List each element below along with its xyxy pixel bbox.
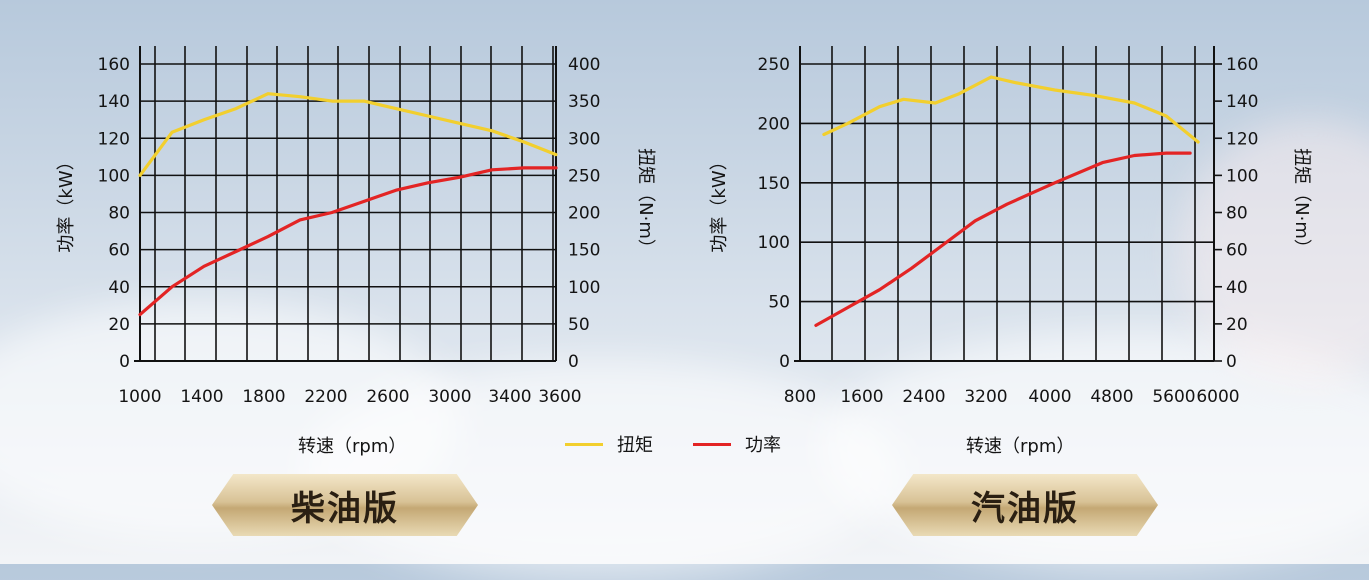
- y-right-tick-label: 100: [1226, 166, 1258, 186]
- torque-series-line: [822, 75, 1200, 144]
- y-left-tick-label: 20: [108, 315, 130, 335]
- x-tick-label: 6000: [1196, 387, 1239, 407]
- y-right-tick-label: 60: [1226, 241, 1248, 261]
- x-tick-label: 4000: [1028, 387, 1071, 407]
- y-right-tick-label: 160: [1226, 55, 1258, 75]
- y-left-tick-label: 120: [98, 129, 130, 149]
- y-right-axis-title: 扭矩（N·m）: [635, 148, 656, 257]
- y-right-tick-label: 400: [568, 55, 600, 75]
- x-tick-label: 4800: [1090, 387, 1133, 407]
- y-right-tick-label: 0: [1226, 352, 1237, 372]
- legend-label-torque: 扭矩: [617, 435, 653, 456]
- charts-canvas: 0204060801001201401600501001502002503003…: [56, 46, 1312, 407]
- petrol-chart: 0 50 100 150 200 250 0 20 40 60 80 100 120 140 160 800 1…: [709, 46, 1312, 407]
- y-right-tick-label: 200: [568, 204, 600, 224]
- legend-swatch-power: [693, 442, 731, 446]
- y-right-tick-label: 120: [1226, 129, 1258, 149]
- legend-item-torque: 扭矩: [565, 431, 653, 457]
- x-tick-label: 1400: [180, 387, 223, 407]
- x-tick-label: 1800: [242, 387, 285, 407]
- y-left-tick-label: 0: [119, 352, 130, 372]
- power-series-line: [138, 166, 558, 317]
- y-right-axis-title: 扭矩（N·m）: [1291, 148, 1312, 257]
- y-right-tick-label: 80: [1226, 204, 1248, 224]
- x-tick-label: 5600: [1152, 387, 1195, 407]
- y-left-tick-label: 200: [758, 114, 790, 134]
- legend-item-power: 功率: [693, 431, 781, 457]
- y-left-tick-label: 50: [768, 293, 790, 313]
- legend-swatch-torque: [565, 442, 603, 446]
- y-left-tick-label: 250: [758, 55, 790, 75]
- x-tick-label: 2600: [366, 387, 409, 407]
- y-left-tick-label: 40: [108, 278, 130, 298]
- legend-label-power: 功率: [745, 435, 781, 456]
- y-left-axis-title: 功率（kW）: [56, 152, 77, 252]
- y-right-tick-label: 50: [568, 315, 590, 335]
- y-right-tick-label: 150: [568, 241, 600, 261]
- y-left-tick-label: 150: [758, 174, 790, 194]
- y-right-tick-label: 140: [1226, 92, 1258, 112]
- x-tick-label: 3000: [428, 387, 471, 407]
- x-tick-label: 1000: [118, 387, 161, 407]
- y-right-tick-label: 250: [568, 166, 600, 186]
- y-left-tick-label: 140: [98, 92, 130, 112]
- y-right-tick-label: 350: [568, 92, 600, 112]
- petrol-x-axis-title: 转速（rpm）: [966, 436, 1075, 457]
- y-left-tick-label: 100: [758, 233, 790, 253]
- x-tick-label: 2200: [304, 387, 347, 407]
- y-right-tick-label: 40: [1226, 278, 1248, 298]
- x-tick-label: 800: [784, 387, 816, 407]
- diesel-x-axis-title: 转速（rpm）: [298, 436, 407, 457]
- x-tick-label: 3600: [538, 387, 581, 407]
- diesel-chart: 0 20 40 60 80 100 120 140 160 0 50 100 150 200 250 300 3…: [56, 46, 656, 407]
- diesel-badge-label: 柴油版: [291, 488, 399, 529]
- y-left-axis-title: 功率（kW）: [709, 152, 730, 252]
- y-left-tick-label: 80: [108, 204, 130, 224]
- petrol-badge: 汽油版: [892, 474, 1158, 536]
- x-tick-label: 3200: [964, 387, 1007, 407]
- y-right-tick-label: 100: [568, 278, 600, 298]
- y-left-tick-label: 100: [98, 166, 130, 186]
- power-series-line: [814, 151, 1192, 327]
- y-left-tick-label: 160: [98, 55, 130, 75]
- x-tick-label: 1600: [840, 387, 883, 407]
- legend: 扭矩 功率: [565, 431, 807, 457]
- y-right-tick-label: 0: [568, 352, 579, 372]
- y-right-tick-label: 20: [1226, 315, 1248, 335]
- y-left-tick-label: 0: [779, 352, 790, 372]
- x-tick-label: 2400: [902, 387, 945, 407]
- y-left-tick-label: 60: [108, 241, 130, 261]
- torque-series-line: [138, 92, 558, 177]
- x-tick-label: 3400: [488, 387, 531, 407]
- diesel-badge: 柴油版: [212, 474, 478, 536]
- petrol-badge-label: 汽油版: [971, 488, 1079, 529]
- y-right-tick-label: 300: [568, 129, 600, 149]
